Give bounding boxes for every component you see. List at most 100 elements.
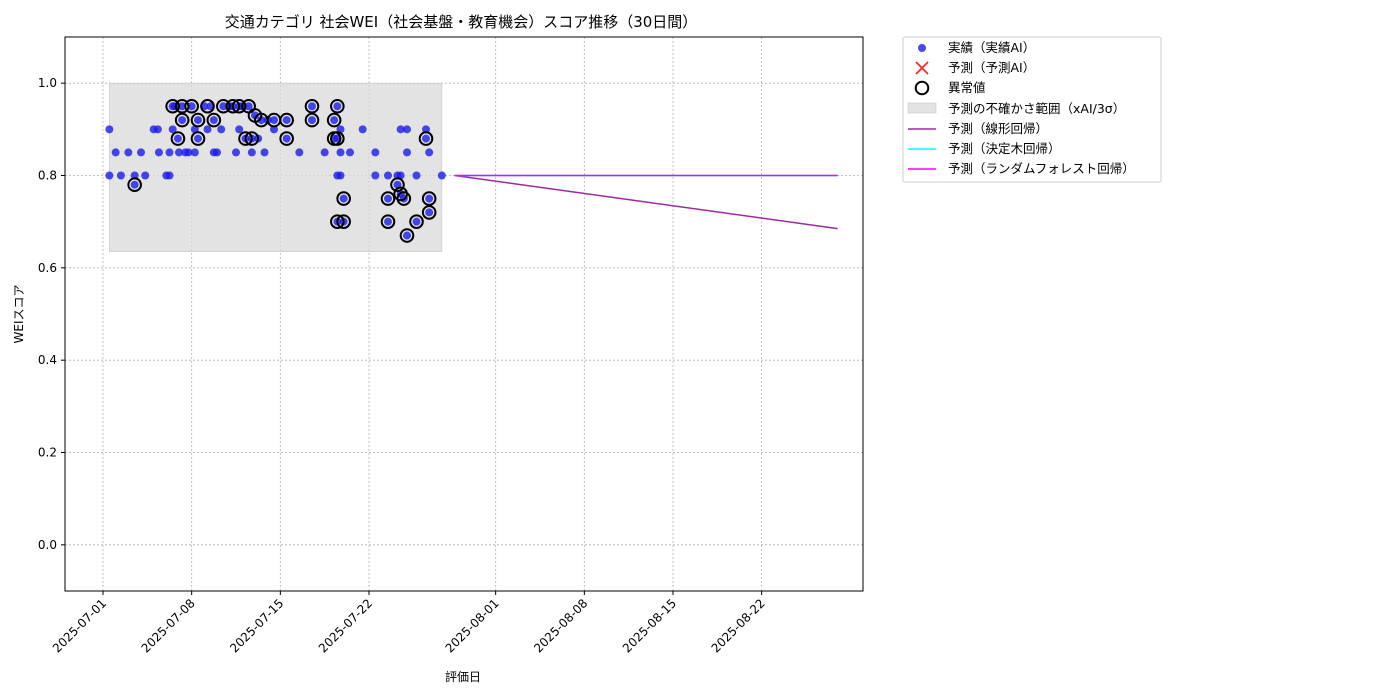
y-axis-label: WEIスコア (12, 285, 26, 344)
actual-point (217, 125, 226, 134)
anomaly-marker (336, 191, 351, 206)
anomaly-marker (206, 112, 222, 128)
actual-point (213, 148, 221, 157)
actual-point (403, 148, 411, 157)
anomaly-marker (418, 131, 434, 146)
actual-point (333, 102, 342, 111)
actual-point (235, 125, 244, 134)
actual-point (175, 148, 183, 157)
actual-point (137, 148, 145, 157)
legend-label-tree: 予測（決定木回帰） (948, 141, 1061, 156)
actual-point (339, 194, 348, 203)
actual-point (190, 148, 199, 157)
actual-point (403, 231, 411, 240)
actual-point (371, 148, 380, 157)
anomaly-marker (326, 112, 342, 128)
actual-point (194, 134, 202, 143)
legend-label-linear: 予測（線形回帰） (948, 121, 1048, 136)
anomaly-markers-layer (127, 98, 437, 243)
actual-point (260, 148, 269, 157)
actual-point (141, 171, 150, 180)
actual-point (422, 134, 430, 143)
actual-point (194, 116, 202, 125)
legend-label-actual: 実績（実績AI） (948, 40, 1035, 55)
y-axis-ticks: 0.0 0.2 0.4 0.6 0.8 1.0 (38, 76, 65, 552)
actual-point (153, 125, 162, 134)
plot-frame (64, 36, 864, 592)
actual-point (425, 208, 434, 217)
actual-point (396, 171, 405, 180)
anomaly-marker (244, 131, 260, 146)
actual-point (371, 171, 380, 180)
anomaly-marker (336, 214, 351, 229)
actual-point (209, 116, 218, 125)
actual-point (219, 102, 228, 111)
anomaly-marker (190, 112, 206, 128)
legend-swatches (907, 44, 937, 170)
actual-point (358, 125, 367, 134)
actual-point (173, 134, 182, 143)
actual-point (270, 116, 278, 125)
actual-point (425, 194, 434, 203)
anomaly-marker (409, 214, 424, 229)
actual-point (184, 148, 193, 157)
actual-point (336, 148, 345, 157)
actual-point (165, 148, 174, 157)
actual-point (251, 111, 259, 120)
legend-swatch-predicted (915, 61, 929, 75)
actual-point (336, 171, 345, 180)
actual-point (105, 125, 114, 134)
actual-point (187, 102, 196, 111)
anomaly-marker (399, 228, 415, 243)
forecast-lines-layer (454, 174, 838, 230)
anomaly-marker (165, 98, 180, 114)
anomaly-marker (231, 98, 247, 114)
anomaly-marker (279, 112, 294, 128)
anomaly-marker (170, 131, 186, 146)
anomaly-marker (380, 214, 396, 229)
actual-point (154, 148, 163, 157)
actual-point (247, 148, 256, 157)
anomaly-marker (238, 131, 253, 146)
anomaly-marker (396, 191, 412, 206)
anomaly-marker (216, 98, 231, 114)
actual-points-layer (105, 102, 446, 240)
y-tick-label: 0.2 (38, 446, 57, 460)
legend-box (902, 36, 1162, 183)
actual-point (384, 217, 392, 226)
actual-point (165, 171, 174, 180)
actual-point (111, 148, 120, 157)
actual-point (116, 171, 125, 180)
anomaly-marker (279, 131, 294, 146)
actual-point (308, 116, 316, 125)
anomaly-marker (174, 112, 190, 128)
legend-swatch-actual (918, 44, 926, 52)
anomaly-marker (225, 98, 241, 114)
anomaly-marker (330, 214, 345, 229)
legend-swatch-anomaly (914, 80, 930, 96)
actual-point (412, 217, 421, 226)
y-tick-label: 1.0 (38, 76, 57, 90)
actual-point (422, 125, 430, 134)
x-axis-label: 評価日 (445, 669, 481, 684)
y-tick-label: 0.4 (38, 353, 57, 367)
actual-point (178, 102, 187, 111)
actual-point (105, 171, 114, 180)
legend-label-predicted: 予測（予測AI） (948, 60, 1035, 75)
linear-regression-line (454, 174, 838, 230)
actual-point (396, 125, 405, 134)
anomaly-marker (421, 191, 437, 206)
legend-label-forest: 予測（ランダムフォレスト回帰） (948, 161, 1135, 176)
anomaly-marker (304, 112, 320, 128)
actual-point (232, 148, 240, 157)
anomaly-marker (304, 98, 320, 114)
legend-swatch-uncertainty (907, 102, 937, 114)
actual-point (124, 148, 133, 157)
actual-point (384, 194, 392, 203)
actual-point (244, 102, 253, 111)
actual-point (384, 171, 392, 180)
anomaly-marker (200, 98, 215, 114)
anomaly-marker (380, 191, 396, 206)
y-tick-label: 0.6 (38, 261, 57, 275)
